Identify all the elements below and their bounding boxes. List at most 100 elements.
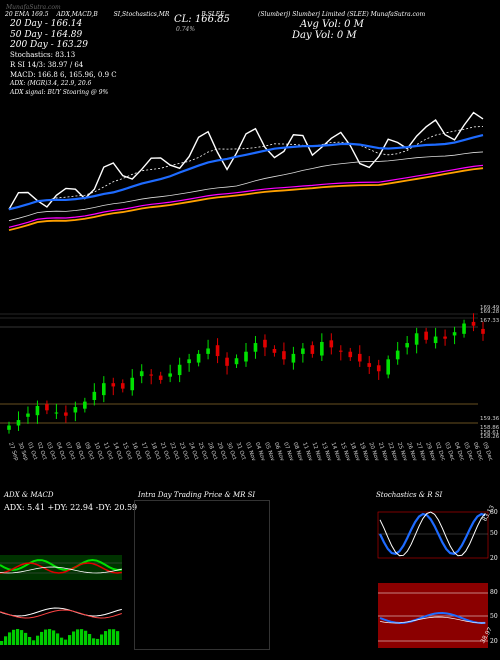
macd-hist-bar	[24, 632, 28, 645]
macd-hist-bar	[104, 631, 108, 645]
tab-adx-macd[interactable]: ADX,MACD,B	[56, 11, 98, 18]
candle-body	[16, 420, 21, 426]
candle-body	[187, 359, 191, 364]
candle-body	[301, 348, 305, 354]
candle-body	[111, 383, 116, 387]
candle-body	[376, 365, 381, 372]
day-vol: Day Vol: 0 M	[292, 30, 357, 41]
moving-average-lines	[8, 111, 484, 232]
macd-hist-bar	[84, 630, 88, 645]
adx-line	[0, 566, 122, 574]
macd-panel	[0, 603, 122, 648]
macd-hist-bar	[4, 636, 8, 645]
candle-body	[471, 321, 476, 326]
candle-body	[64, 412, 68, 416]
macd-hist-bar	[12, 629, 16, 645]
candle-body	[310, 345, 315, 354]
avg-vol: Avg Vol: 0 M	[300, 19, 364, 30]
macd-hist-bar	[60, 637, 64, 645]
macd-hist-bar	[28, 636, 32, 645]
candle-body	[452, 332, 457, 336]
candle-body	[102, 383, 106, 396]
candle-body	[120, 383, 125, 389]
ma-pink-line	[8, 164, 484, 228]
candle-body	[433, 336, 438, 344]
price-level-lines	[0, 313, 478, 424]
candle-body	[206, 348, 210, 354]
candle-body	[405, 343, 409, 348]
macd-hist-bar	[20, 630, 24, 645]
stoch-tick-80: 80	[490, 509, 498, 516]
candle-body	[92, 391, 97, 400]
macd-hist-bar	[32, 640, 36, 645]
macd-hist-bar	[116, 631, 120, 645]
macd-hist-bar	[76, 629, 80, 645]
candle-body	[26, 413, 30, 417]
macd-hist-bar	[92, 638, 96, 645]
candle-body	[339, 350, 343, 352]
ma20-label: 20 Day - 166.14	[10, 19, 83, 29]
candle-body	[424, 331, 428, 340]
candle-body	[7, 425, 11, 430]
rsi-readout: R SI 14/3: 38.97 / 64	[10, 61, 84, 69]
watermark-topline: MunafaSutra.com	[6, 4, 61, 11]
candle-body	[158, 375, 163, 380]
macd-hist-bar	[64, 639, 68, 645]
close-change: 0.74%	[176, 26, 196, 33]
price-axis-label: 158.86	[480, 425, 500, 431]
macd-hist-bar	[68, 635, 72, 645]
adx-panel	[0, 555, 122, 580]
candle-body	[54, 412, 59, 414]
tab-slee[interactable]: B SLEE	[201, 11, 225, 18]
candle-body	[263, 339, 267, 348]
stochastics-panel	[377, 500, 489, 578]
ma-50-line	[8, 134, 484, 211]
ma-20-line	[8, 126, 484, 210]
candle-body	[357, 353, 362, 362]
macd-hist-bar	[112, 629, 116, 645]
candle-body	[272, 349, 277, 353]
plus-di-line	[0, 558, 122, 571]
rsi-panel-bg	[378, 583, 488, 648]
price-axis-label: 158.61	[480, 430, 499, 436]
tab-stochastics[interactable]: SI,Stochastics,MR	[113, 11, 170, 18]
candle-body	[225, 357, 229, 366]
candle-body	[253, 343, 258, 352]
intra-day-panel	[134, 500, 270, 650]
candle-body	[395, 350, 400, 360]
candle-body	[73, 407, 78, 413]
rsi-signal-line	[379, 616, 486, 624]
price-axis-label: 169.49	[480, 305, 500, 311]
candle-body	[320, 341, 324, 356]
ma50-label: 50 Day - 164.89	[10, 30, 83, 40]
candle-body	[414, 333, 419, 345]
macd-hist-bar	[16, 629, 20, 645]
stoch-band	[377, 511, 489, 559]
price-axis-label: 167.33	[480, 318, 500, 324]
stoch-k-line	[379, 512, 486, 556]
candle-body	[83, 401, 87, 409]
stoch-panel-title: Stochastics & R SI	[376, 491, 443, 499]
candle-body	[149, 374, 153, 376]
candle-body	[291, 353, 296, 363]
close-label: CL: 166.85	[174, 14, 230, 25]
stoch-tick-50: 50	[490, 530, 498, 537]
candle-body	[215, 345, 220, 357]
macd-hist-bar	[108, 629, 112, 645]
minus-di-line	[0, 562, 122, 574]
rsi-tick-20: 20	[490, 638, 498, 645]
candlestick-series	[7, 313, 485, 434]
candle-body	[462, 323, 466, 334]
adx-panel-readout: ADX: 5.41 +DY: 22.94 -DY: 20.59	[4, 503, 138, 512]
stoch-d-line	[379, 511, 486, 557]
rsi-panel	[378, 583, 488, 648]
macd-hist-bar	[0, 641, 4, 645]
candle-body	[35, 405, 40, 416]
price-axis-label: 159.36	[480, 416, 500, 422]
macd-hist-bar	[100, 634, 104, 645]
candle-body	[177, 364, 182, 376]
candle-body	[196, 353, 201, 363]
candle-body	[244, 351, 248, 362]
